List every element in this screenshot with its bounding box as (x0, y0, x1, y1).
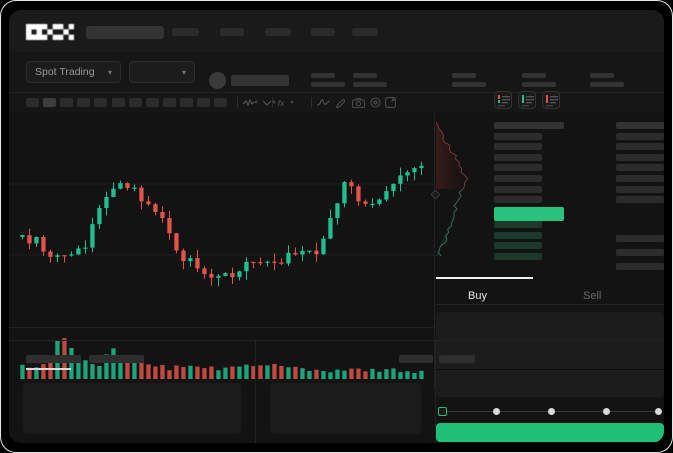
svg-text:fx: fx (278, 99, 285, 108)
